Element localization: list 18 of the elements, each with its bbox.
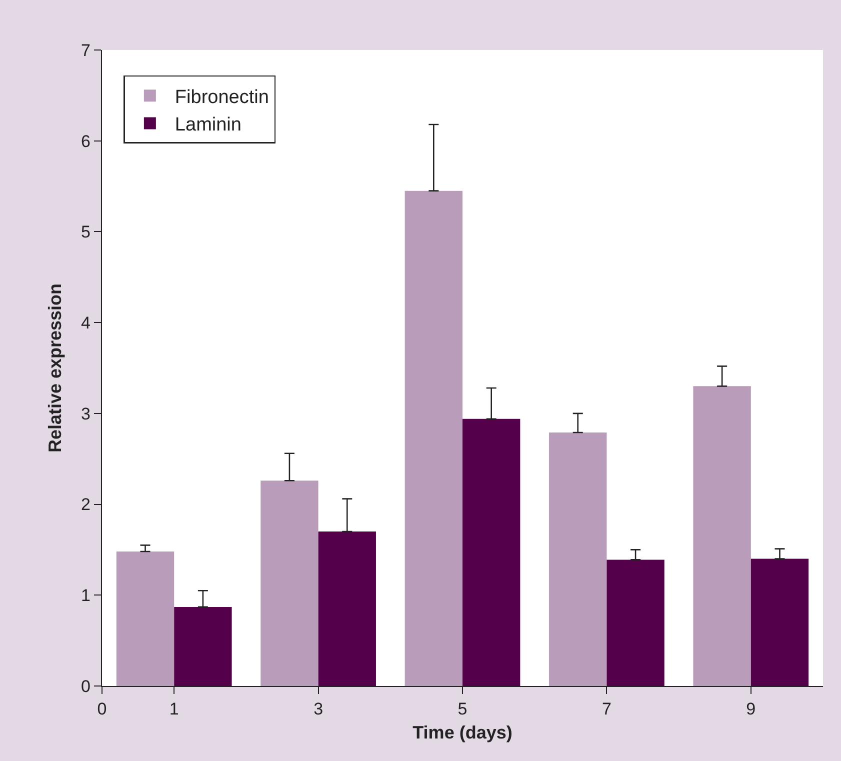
x-tick-label: 9: [746, 700, 756, 719]
y-axis-title: Relative expression: [45, 283, 66, 453]
legend-label: Fibronectin: [174, 87, 269, 108]
legend-label: Laminin: [174, 114, 242, 136]
y-tick-label: 7: [80, 40, 90, 60]
y-tick-label: 2: [80, 495, 90, 514]
y-tick-label: 0: [80, 676, 90, 696]
y-tick-label: 1: [80, 586, 90, 606]
y-tick-label: 3: [80, 404, 90, 424]
x-tick-label: 0: [97, 700, 107, 719]
y-tick-label: 5: [80, 222, 90, 242]
y-tick-label: 4: [80, 314, 90, 333]
y-tick-label: 6: [80, 132, 90, 151]
x-tick-label: 7: [602, 700, 612, 719]
x-tick-label: 3: [314, 700, 324, 719]
x-tick-label: 5: [458, 700, 468, 719]
x-tick-label: 1: [169, 700, 179, 719]
x-axis-title: Time (days): [412, 722, 512, 743]
